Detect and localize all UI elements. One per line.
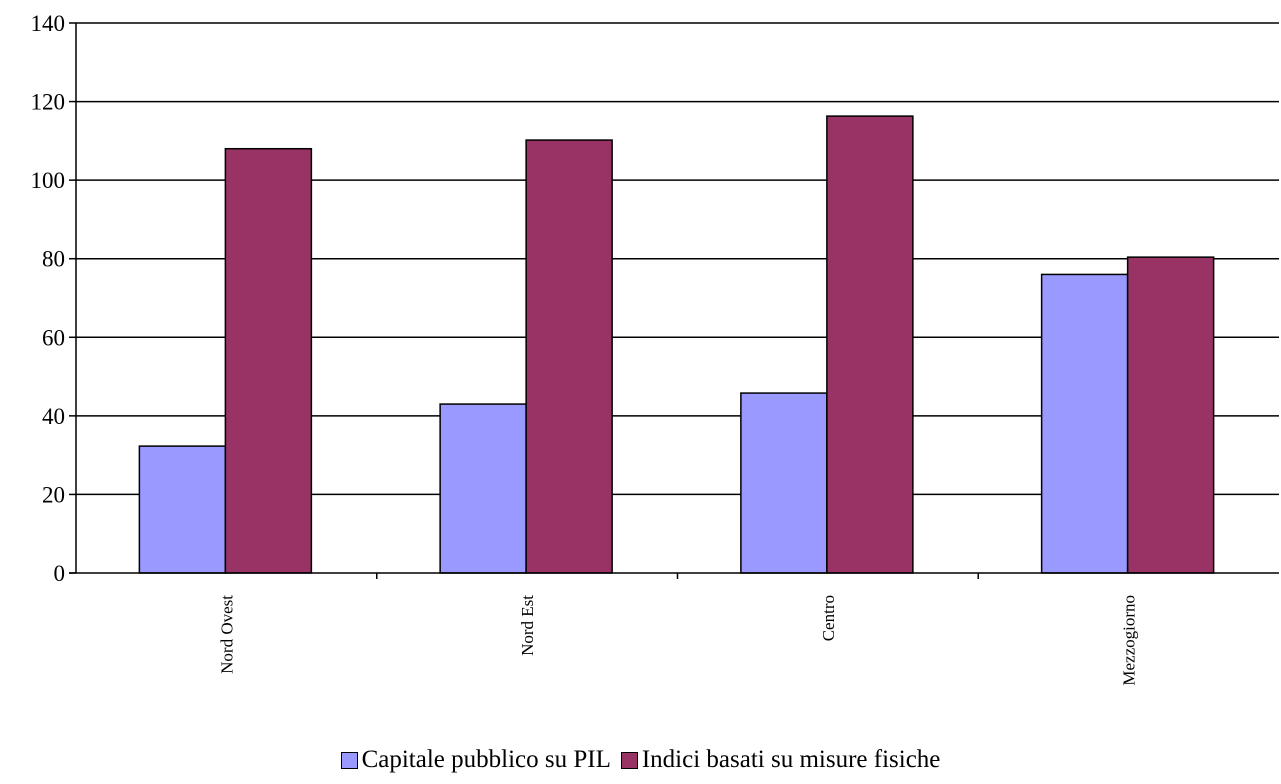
category-label: Nord Ovest — [217, 595, 236, 674]
bar-series1 — [138, 445, 227, 574]
legend-swatch-series1 — [340, 751, 358, 769]
bar-series1 — [439, 403, 527, 574]
category-label: Centro — [819, 595, 838, 641]
labels: 0 20 40 60 80 100 120 140 Nord Ovest Nord Est Cent… — [31, 11, 1139, 686]
y-tick-label: 0 — [54, 561, 66, 586]
y-tick-label: 120 — [31, 90, 66, 115]
bar-series2 — [1126, 256, 1215, 574]
legend-item-series1: Capitale pubblico su PIL — [340, 746, 611, 774]
y-tick-label: 40 — [42, 404, 65, 429]
category-label: Nord Est — [518, 595, 537, 656]
bar-series1 — [740, 392, 828, 574]
y-tick-label: 100 — [31, 168, 66, 193]
bar-series2 — [224, 147, 313, 574]
y-tick-label: 80 — [42, 247, 65, 272]
bar-series1 — [1040, 273, 1129, 574]
legend-label-series1: Capitale pubblico su PIL — [361, 746, 611, 773]
bar-series2 — [826, 115, 914, 574]
legend-label-series2: Indici basati su misure fisiche — [641, 746, 941, 773]
legend-item-series2: Indici basati su misure fisiche — [620, 746, 941, 774]
bar-series2 — [525, 139, 613, 574]
legend: Capitale pubblico su PIL Indici basati s… — [0, 740, 1281, 780]
bars — [138, 115, 1215, 574]
legend-swatch-series2 — [620, 751, 638, 769]
axes — [69, 22, 1279, 579]
y-tick-label: 60 — [42, 325, 65, 350]
y-tick-label: 140 — [31, 11, 66, 36]
category-label: Mezzogiorno — [1120, 595, 1139, 686]
y-tick-label: 20 — [42, 482, 65, 507]
